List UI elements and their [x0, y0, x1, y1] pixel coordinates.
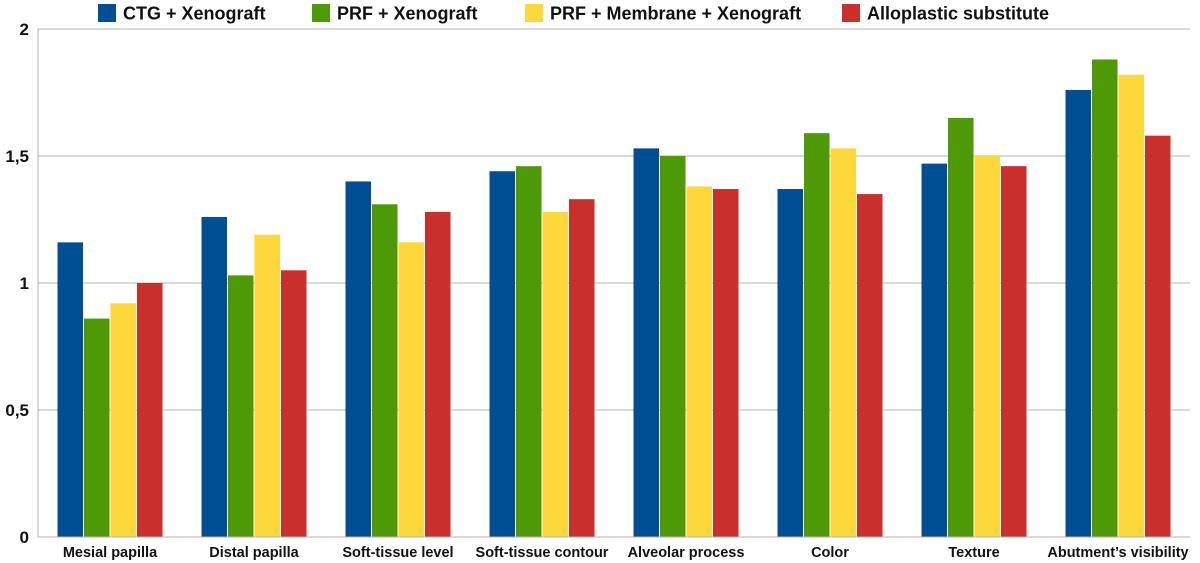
bar [345, 181, 371, 537]
bar [228, 275, 254, 537]
x-tick-label: Texture [948, 545, 999, 561]
bar [1001, 166, 1027, 537]
bar [84, 318, 110, 537]
legend-label: PRF + Xenograft [337, 4, 478, 24]
bar [921, 163, 947, 537]
legend-label: PRF + Membrane + Xenograft [550, 4, 801, 24]
x-tick-label: Soft-tissue contour [476, 545, 609, 561]
bar [633, 148, 659, 537]
legend-swatch [842, 4, 860, 22]
bars [57, 59, 1171, 538]
bar [201, 216, 227, 537]
bar [398, 242, 424, 538]
x-tick-label: Alveolar process [628, 545, 745, 561]
y-tick-label: 0 [20, 528, 29, 547]
bar [372, 204, 398, 537]
bar [137, 283, 163, 537]
bar [857, 194, 883, 537]
bar [281, 270, 307, 537]
bar [974, 156, 1000, 537]
bar [1118, 74, 1144, 537]
y-tick-label: 1,5 [5, 147, 29, 166]
legend-swatch [98, 4, 116, 22]
legend: CTG + Xenograft PRF + Xenograft PRF + Memb… [98, 4, 1049, 24]
x-tick-label: Soft-tissue level [342, 545, 453, 561]
bar [1065, 89, 1091, 538]
bar [425, 211, 451, 537]
legend-swatch [312, 4, 330, 22]
bar [489, 171, 515, 538]
bar [686, 186, 712, 538]
bar [713, 189, 739, 537]
bar [660, 156, 686, 537]
y-tick-label: 1 [20, 274, 29, 293]
bar [110, 303, 136, 537]
x-tick-label: Distal papilla [209, 545, 299, 561]
bar [804, 133, 830, 537]
bar [948, 117, 974, 538]
bar [516, 166, 542, 537]
bar [1092, 59, 1118, 537]
x-tick-label: Color [811, 545, 849, 561]
bar [542, 211, 568, 537]
axes [37, 29, 1190, 538]
legend-label: Alloplastic substitute [867, 4, 1049, 24]
bar [1145, 135, 1171, 537]
bar [254, 234, 280, 538]
y-tick-label: 2 [20, 20, 29, 39]
y-tick-label: 0,5 [5, 401, 29, 420]
legend-label: CTG + Xenograft [123, 4, 266, 24]
bar [830, 148, 856, 537]
legend-swatch [525, 4, 543, 22]
x-tick-label: Abutment’s visibility [1047, 545, 1188, 561]
y-tick-labels: 0 0,5 1 1,5 2 [5, 20, 29, 547]
bar [569, 199, 595, 537]
x-tick-labels: Mesial papilla Distal papilla Soft-tissue … [63, 545, 1189, 561]
bar [777, 189, 803, 537]
bar [57, 242, 83, 538]
x-tick-label: Mesial papilla [63, 545, 158, 561]
